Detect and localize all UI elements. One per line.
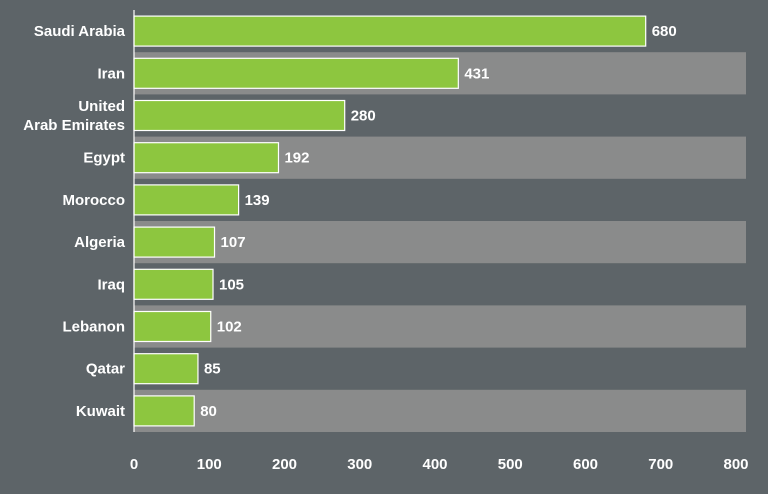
x-tick-800: 800: [723, 456, 748, 473]
band-kuwait: [134, 389, 746, 432]
bar-united-arab-emirates: [133, 99, 346, 132]
x-tick-100: 100: [197, 456, 222, 473]
value-label-lebanon: 102: [217, 319, 242, 336]
category-label-lebanon: Lebanon: [63, 319, 126, 336]
bar-iraq: [133, 268, 214, 300]
x-tick-0: 0: [130, 456, 138, 473]
value-label-kuwait: 80: [200, 403, 217, 420]
value-label-united-arab-emirates: 280: [351, 108, 376, 125]
bar-morocco: [133, 184, 240, 216]
value-label-iraq: 105: [219, 276, 244, 293]
x-tick-700: 700: [648, 456, 673, 473]
category-label-kuwait: Kuwait: [76, 403, 125, 420]
x-tick-600: 600: [573, 456, 598, 473]
value-label-saudi-arabia: 680: [652, 23, 677, 40]
category-label-line: Iraq: [97, 276, 125, 293]
band-algeria: [134, 221, 746, 264]
category-label-morocco: Morocco: [62, 192, 125, 209]
bar-layer: [133, 15, 647, 427]
value-label-layer: 680 431 280 192 139 107 105 102 85 80: [200, 23, 677, 420]
band-layer: [134, 52, 746, 432]
category-label-line: United: [78, 98, 125, 115]
x-tick-200: 200: [272, 456, 297, 473]
value-label-morocco: 139: [245, 192, 270, 209]
bar-iran: [133, 57, 459, 89]
x-tick-400: 400: [422, 456, 447, 473]
category-label-line: Egypt: [83, 150, 125, 167]
bar-saudi-arabia: [133, 15, 647, 47]
bar-lebanon: [133, 310, 212, 343]
category-label-iran: Iran: [97, 65, 125, 82]
value-label-qatar: 85: [204, 361, 221, 378]
category-label-qatar: Qatar: [86, 361, 125, 378]
category-label-line: Morocco: [62, 192, 125, 209]
category-label-saudi-arabia: Saudi Arabia: [34, 23, 126, 40]
value-label-algeria: 107: [221, 234, 246, 251]
bar-egypt: [133, 142, 280, 174]
category-label-layer: Saudi Arabia Iran United Arab Emirates Egypt…: [23, 23, 125, 420]
category-label-egypt: Egypt: [83, 150, 125, 167]
x-tick-500: 500: [498, 456, 523, 473]
value-label-iran: 431: [464, 65, 489, 82]
category-label-line: Qatar: [86, 361, 125, 378]
category-label-line: Algeria: [74, 234, 126, 251]
bar-qatar: [133, 353, 199, 385]
value-label-egypt: 192: [284, 150, 309, 167]
category-label-iraq: Iraq: [97, 276, 125, 293]
bar-algeria: [133, 226, 216, 258]
x-tick-layer: 0 100 200 300 400 500 600 700 800: [130, 456, 749, 473]
category-label-line: Lebanon: [63, 319, 126, 336]
category-label-algeria: Algeria: [74, 234, 126, 251]
category-label-united-arab-emirates: United Arab Emirates: [23, 98, 125, 134]
x-tick-300: 300: [347, 456, 372, 473]
category-label-line: Arab Emirates: [23, 117, 125, 134]
bar-kuwait: [133, 395, 195, 427]
category-label-line: Saudi Arabia: [34, 23, 126, 40]
category-label-line: Kuwait: [76, 403, 125, 420]
band-lebanon: [134, 305, 746, 348]
category-label-line: Iran: [97, 65, 125, 82]
